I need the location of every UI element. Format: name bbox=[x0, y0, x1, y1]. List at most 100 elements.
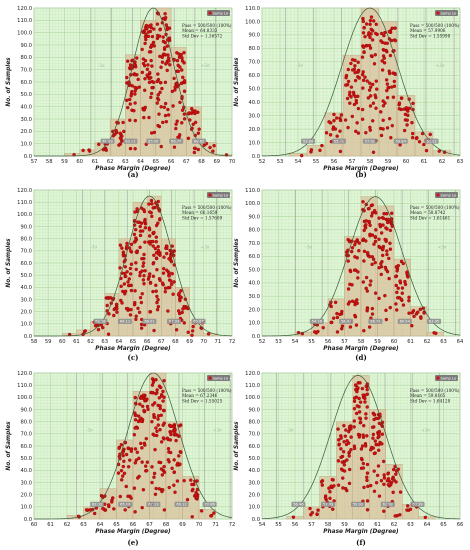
sample-point bbox=[379, 265, 384, 269]
sample-point bbox=[124, 306, 129, 311]
sample-point bbox=[142, 115, 146, 120]
sample-point bbox=[182, 50, 186, 55]
marker-tag bbox=[362, 138, 377, 144]
sample-point bbox=[361, 280, 366, 284]
stats-line: Pass = 500/500 (100%) bbox=[182, 388, 232, 393]
sample-point bbox=[360, 55, 365, 59]
x-tick-label: 69 bbox=[179, 522, 186, 528]
sample-point bbox=[373, 53, 378, 57]
y-axis-title: No. of Samples bbox=[6, 238, 12, 288]
x-tick-label: 52 bbox=[259, 339, 266, 345]
sample-point bbox=[381, 247, 385, 251]
sample-point bbox=[150, 377, 155, 381]
sample-point bbox=[365, 250, 370, 255]
sample-point bbox=[367, 31, 371, 35]
sample-point bbox=[153, 246, 158, 251]
marker-tag-label: 62.22 bbox=[426, 140, 436, 144]
sample-point bbox=[309, 148, 314, 152]
sample-point bbox=[177, 311, 182, 316]
sample-point bbox=[374, 481, 379, 485]
sample-point bbox=[350, 68, 355, 72]
x-axis-title: Phase Margin (Degree) bbox=[323, 166, 399, 172]
sample-point bbox=[389, 136, 393, 140]
y-tick-label: 70.0 bbox=[248, 241, 260, 247]
sample-point bbox=[154, 378, 158, 382]
sample-point bbox=[93, 324, 98, 328]
sample-point bbox=[151, 262, 155, 266]
sample-point bbox=[168, 285, 172, 290]
sample-point bbox=[323, 496, 328, 500]
sample-point bbox=[352, 399, 357, 404]
sample-point bbox=[398, 490, 403, 494]
sample-point bbox=[190, 329, 195, 333]
x-tick-label: 57 bbox=[349, 159, 356, 165]
sample-point bbox=[182, 117, 187, 121]
sample-point bbox=[411, 131, 415, 136]
sample-point bbox=[157, 112, 161, 116]
sample-point bbox=[178, 133, 182, 137]
sample-point bbox=[350, 246, 355, 250]
sample-point bbox=[342, 440, 346, 444]
sample-point bbox=[378, 126, 383, 131]
panel-caption: (f) bbox=[356, 538, 366, 547]
stats-line: Pass = 500/500 (100%) bbox=[182, 205, 232, 210]
legend-label: Samp Lo = 50.00 bbox=[441, 376, 470, 380]
sample-point bbox=[115, 310, 119, 314]
sample-point bbox=[121, 289, 125, 294]
marker-tag-label: 63.32 bbox=[92, 503, 102, 507]
marker-tag-label: 63.05 bbox=[429, 320, 439, 324]
sample-point bbox=[374, 416, 378, 421]
stats-line: Mean = 58.8742 bbox=[410, 210, 446, 215]
sample-point bbox=[152, 471, 157, 476]
sample-point bbox=[140, 47, 144, 52]
sample-point bbox=[384, 78, 389, 82]
x-tick-label: 66 bbox=[168, 159, 175, 165]
sample-point bbox=[139, 441, 143, 446]
sample-point bbox=[160, 473, 165, 477]
panel-caption: (e) bbox=[127, 538, 138, 547]
sample-point bbox=[377, 244, 381, 249]
sample-point bbox=[380, 253, 385, 258]
sample-point bbox=[150, 202, 154, 206]
sample-point bbox=[370, 38, 375, 42]
sample-point bbox=[368, 81, 372, 85]
sample-point bbox=[350, 299, 355, 303]
sample-point bbox=[341, 449, 346, 454]
sample-point bbox=[189, 478, 193, 482]
sample-point bbox=[310, 510, 315, 515]
sample-point bbox=[129, 449, 134, 453]
sample-point bbox=[154, 240, 158, 244]
sample-point bbox=[150, 383, 155, 387]
sample-point bbox=[319, 480, 324, 484]
sample-point bbox=[176, 69, 181, 74]
sample-point bbox=[360, 444, 365, 448]
marker-tag bbox=[368, 318, 383, 324]
sample-point bbox=[328, 133, 333, 137]
sample-point bbox=[159, 65, 163, 69]
sample-point bbox=[387, 256, 391, 261]
sample-point bbox=[360, 386, 365, 391]
sample-point bbox=[335, 330, 340, 334]
marker-tag bbox=[331, 138, 346, 144]
sample-point bbox=[367, 88, 372, 92]
sample-point bbox=[181, 75, 185, 80]
x-tick-label: 63 bbox=[407, 522, 414, 528]
marker-tag bbox=[146, 501, 161, 507]
sample-point bbox=[348, 424, 352, 429]
sample-point bbox=[134, 261, 138, 265]
sample-point bbox=[151, 289, 155, 294]
y-tick-label: 0.0 bbox=[252, 154, 260, 160]
sample-point bbox=[148, 210, 152, 214]
sample-point bbox=[134, 238, 138, 242]
sample-point bbox=[343, 434, 347, 438]
sample-point bbox=[172, 470, 176, 474]
sample-point bbox=[372, 469, 376, 473]
x-tick-label: 55 bbox=[275, 522, 282, 528]
y-tick-label: 120.0 bbox=[17, 6, 32, 12]
sample-point bbox=[331, 125, 336, 129]
sample-point bbox=[356, 60, 360, 64]
sample-point bbox=[155, 294, 159, 299]
sample-point bbox=[172, 280, 176, 284]
sample-point bbox=[370, 306, 375, 311]
sample-point bbox=[387, 219, 392, 224]
